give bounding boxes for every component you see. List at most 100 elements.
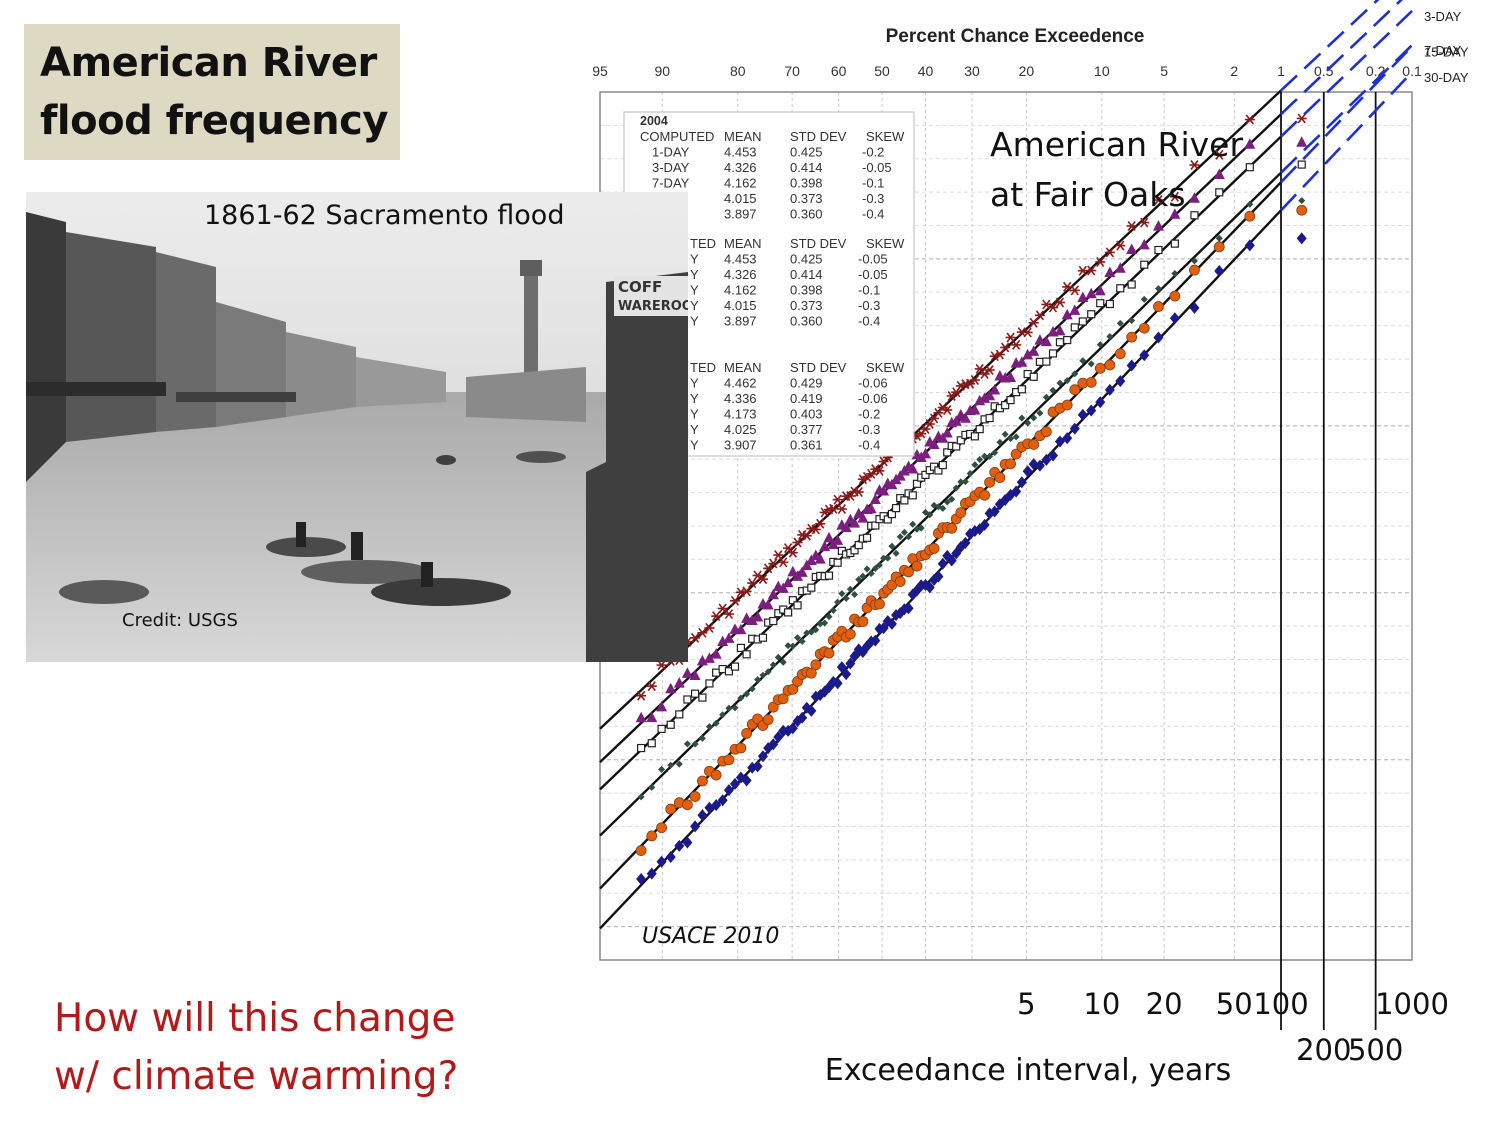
marker-30-day [1086,404,1097,417]
marker-15-day [635,845,647,856]
marker-7-day [1096,341,1104,349]
marker-30-day [1041,453,1052,466]
series-label-3-day: 3-DAY [1424,9,1462,24]
flood-photo-illustration: COFF WAREROO [26,192,688,662]
marker-peak [1034,310,1045,321]
stats-cell: 0.361 [790,438,823,453]
marker-30-day [1214,264,1225,277]
marker-7-day [667,761,675,769]
marker-15-day [1028,439,1040,450]
marker-15-day [1005,458,1016,470]
marker-15-day [1114,348,1126,360]
marker-3-day [1190,211,1199,220]
marker-30-day [933,570,944,583]
marker-7-day [764,668,772,676]
station-label-line1: American River [990,125,1243,164]
marker-7-day [1246,200,1254,208]
marker-15-day [1153,301,1164,312]
extrapolation-line-1-day [1280,0,1403,116]
marker-peak [723,609,734,620]
stats-cell: Y [690,314,699,329]
marker-3-day [647,739,656,748]
marker-15-day [689,791,701,802]
marker-30-day [845,657,856,670]
marker-3-day [788,596,797,605]
marker-7-day [1140,295,1148,303]
stats-cell: Y [690,422,699,437]
marker-15-day [1040,426,1052,438]
marker-1-day [1085,287,1097,299]
marker-3-day [1215,188,1224,197]
marker-7-day [976,456,984,464]
historic-flood-photo: COFF WAREROO 1861-62 Sacramento flood Cr… [26,192,688,662]
stats-cell: -0.05 [862,160,892,175]
stats-cell: Y [690,267,699,282]
marker-7-day [981,452,989,460]
marker-7-day [909,520,917,528]
marker-15-day [1085,376,1097,388]
marker-peak [979,368,990,379]
marker-30-day [1189,301,1200,314]
stats-cell: 3.897 [724,207,757,222]
marker-3-day [742,650,751,659]
bottom-tick-label: 50 [1216,987,1253,1021]
marker-30-day [1054,435,1065,448]
marker-peak [1077,265,1088,276]
top-tick-label: 60 [831,63,847,79]
marker-1-day [681,667,693,678]
marker-15-day [1069,384,1081,396]
marker-7-day [829,606,837,614]
marker-7-day [855,575,863,583]
marker-30-day [665,850,676,863]
marker-30-day [741,774,752,787]
stats-cell: Y [690,252,699,267]
marker-peak [874,465,885,476]
stats-cell: -0.4 [858,314,880,329]
marker-1-day [959,412,971,423]
marker-3-day [956,436,965,445]
marker-7-day [675,760,683,768]
marker-7-day [888,542,896,550]
marker-1-day [1213,168,1225,180]
marker-1-day [928,438,940,449]
marker-1-day [1028,345,1040,356]
marker-15-day [723,754,735,766]
marker-peak [1022,327,1033,338]
marker-7-day [1190,257,1198,265]
marker-7-day [1042,393,1050,401]
stats-column-header: MEAN [724,129,762,144]
marker-15-day [697,775,708,787]
marker-1-day [814,553,826,564]
marker-7-day [842,594,850,602]
marker-15-day [874,598,885,610]
stats-cell: -0.4 [862,207,884,222]
marker-7-day [825,613,833,621]
marker-1-day [1054,324,1066,336]
marker-1-day [989,383,1001,395]
marker-7-day [683,740,691,748]
marker-1-day [1126,243,1138,254]
marker-3-day [666,720,675,729]
stats-cell: 1-DAY [652,145,690,160]
marker-peak [1069,285,1080,296]
stats-cell: 4.453 [724,145,757,160]
marker-15-day [787,683,799,695]
stats-cell: 0.403 [790,407,823,422]
marker-1-day [646,711,658,723]
marker-peak [1169,191,1180,202]
marker-7-day [1154,285,1162,293]
marker-7-day [737,694,745,702]
marker-peak [778,557,789,568]
marker-3-day [1042,357,1051,366]
marker-15-day [823,647,835,659]
marker-1-day [919,447,931,459]
stats-column-header: SKEW [866,236,905,251]
stats-cell: Y [690,283,699,298]
marker-peak [656,660,667,671]
marker-3-day [854,540,863,550]
marker-3-day [1087,310,1096,319]
marker-15-day [810,659,822,671]
marker-1-day [984,389,996,401]
marker-peak [1062,281,1073,292]
